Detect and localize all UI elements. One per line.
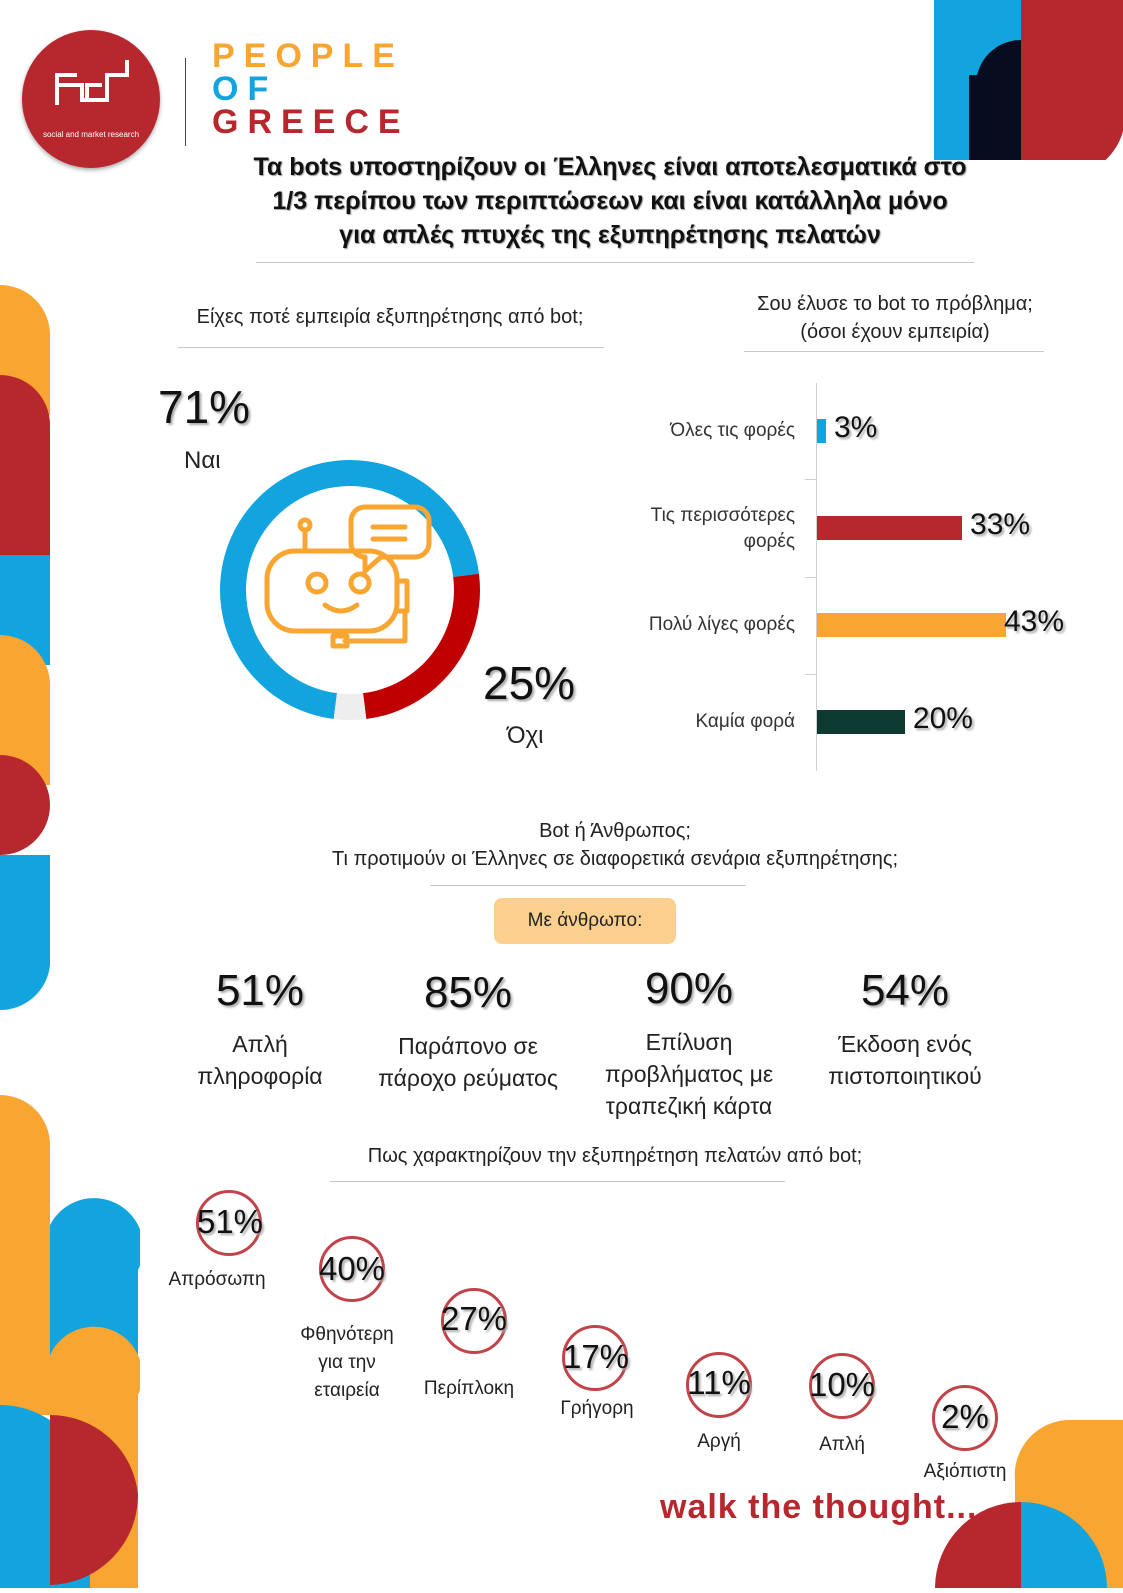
pog-line-1: PEOPLE bbox=[212, 37, 404, 75]
bar-1 bbox=[817, 419, 826, 443]
trait-circle-6 bbox=[809, 1353, 875, 1419]
logo-divider bbox=[185, 58, 186, 146]
bar-label-all-times: Όλες τις φορές bbox=[670, 420, 795, 441]
no-label: Όχι bbox=[507, 722, 544, 749]
people-of-greece-logo: PEOPLE OF GREECE bbox=[212, 37, 410, 141]
preference-value-1: 51% bbox=[215, 966, 305, 1015]
preference-value-2: 85% bbox=[423, 968, 513, 1017]
donut-slice-gap bbox=[333, 693, 367, 720]
preference-label-2: Παράπονο σε πάροχο ρεύματος bbox=[378, 1033, 558, 1091]
preference-label-4: Έκδοση ενός πιστοποιητικού bbox=[828, 1031, 982, 1089]
bar-label-never: Καμία φορά bbox=[695, 711, 795, 732]
trait-label-7: Αξιόπιστη bbox=[923, 1461, 1007, 1482]
trait-value-3: 27% bbox=[440, 1300, 508, 1337]
yes-label: Ναι bbox=[184, 447, 221, 474]
corner-decoration-bottom-left bbox=[0, 1095, 144, 1588]
trait-label-4: Γρήγορη bbox=[560, 1398, 634, 1419]
bar-value-label-2: 33% bbox=[970, 508, 1031, 541]
trait-circle-1 bbox=[196, 1190, 262, 1256]
trait-value-1: 51% bbox=[196, 1203, 264, 1240]
bar-value-label-1: 3% bbox=[834, 411, 878, 444]
bar-gridline-2 bbox=[805, 577, 816, 578]
bar-value-label-3: 43% bbox=[1004, 605, 1065, 638]
trait-value-2: 40% bbox=[318, 1250, 386, 1287]
preference-divider bbox=[430, 885, 746, 886]
bar-question-divider bbox=[744, 351, 1044, 352]
bar-question: Σου έλυσε το bot το πρόβλημα; (όσοι έχου… bbox=[757, 293, 1033, 343]
trait-label-5: Αργή bbox=[697, 1431, 741, 1452]
bar-axis-line bbox=[816, 383, 817, 771]
trait-label-2: Φθηνότερη για την εταιρεία bbox=[300, 1324, 394, 1401]
trait-circle-3 bbox=[441, 1288, 507, 1354]
traits-divider bbox=[330, 1181, 785, 1182]
bar-4 bbox=[817, 710, 905, 734]
trait-value-7: 2% bbox=[941, 1398, 989, 1435]
human-preference-pill: Με άνθρωπο: bbox=[494, 898, 676, 944]
preference-label-3: Επίλυση προβλήματος με τραπεζική κάρτα bbox=[604, 1029, 774, 1119]
donut-chart bbox=[219, 459, 480, 720]
corner-decoration-bottom-right bbox=[935, 1419, 1123, 1588]
bar-gridline-3 bbox=[805, 674, 816, 675]
yes-value: 71% bbox=[158, 381, 251, 433]
bar-value-label-4: 20% bbox=[912, 702, 973, 735]
donut-slice-Όχι bbox=[363, 573, 480, 719]
bar-label-few-times: Πολύ λίγες φορές bbox=[648, 614, 795, 635]
trait-circle-7 bbox=[932, 1385, 998, 1451]
donut-question-divider bbox=[178, 347, 604, 348]
trait-value-4: 17% bbox=[562, 1338, 630, 1375]
pog-line-3: GREECE bbox=[212, 103, 410, 141]
no-value: 25% bbox=[483, 657, 576, 709]
trait-value-6: 10% bbox=[808, 1366, 876, 1403]
preference-question: Bot ή Άνθρωπος; Τι προτιμούν οι Έλληνες … bbox=[331, 820, 899, 870]
trait-value-5: 11% bbox=[687, 1364, 751, 1401]
title-divider bbox=[256, 262, 974, 263]
trait-label-3: Περίπλοκη bbox=[423, 1378, 515, 1399]
preference-value-3: 90% bbox=[644, 964, 734, 1013]
tagline: walk the thought... bbox=[660, 1488, 978, 1526]
bar-3 bbox=[817, 613, 1006, 637]
trait-circle-4 bbox=[562, 1325, 628, 1391]
preference-value-4: 54% bbox=[860, 966, 950, 1015]
pog-line-2: OF bbox=[212, 70, 278, 108]
trait-circle-2 bbox=[319, 1236, 385, 1302]
bar-gridline-1 bbox=[805, 479, 816, 480]
company-logo: social and market research bbox=[22, 30, 160, 168]
page-title: Τα bots υποστηρίζουν οι Έλληνες είναι απ… bbox=[253, 153, 967, 249]
trait-circle-5 bbox=[686, 1352, 752, 1418]
left-decoration-strip bbox=[0, 285, 52, 1011]
corner-decoration-top-right bbox=[934, 0, 1123, 177]
trait-label-1: Απρόσωπη bbox=[168, 1269, 266, 1290]
logo-text: social and market research bbox=[42, 130, 140, 139]
bar-2 bbox=[817, 516, 963, 540]
trait-label-6: Απλή bbox=[819, 1434, 865, 1455]
donut-question: Είχες ποτέ εμπειρία εξυπηρέτησης από bot… bbox=[196, 306, 584, 328]
robot-chat-icon bbox=[264, 504, 432, 649]
bar-label-most-times: Τις περισσότερες φορές bbox=[650, 505, 795, 552]
traits-question: Πως χαρακτηρίζουν την εξυπηρέτηση πελατώ… bbox=[367, 1145, 863, 1167]
preference-label-1: Απλή πληροφορία bbox=[197, 1031, 323, 1089]
